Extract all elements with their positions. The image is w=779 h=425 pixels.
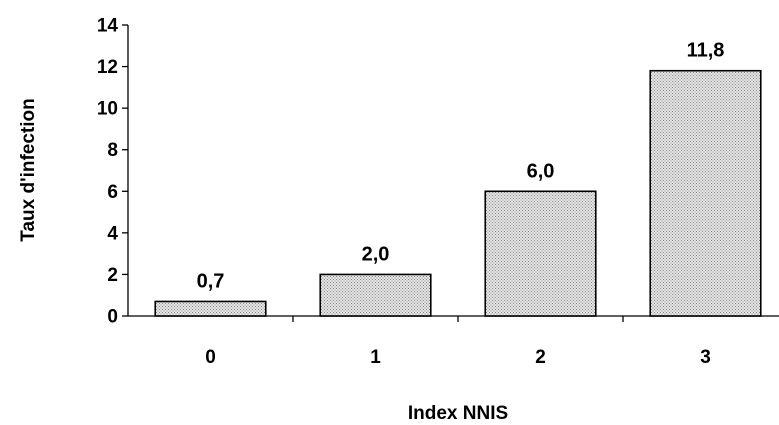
data-label: 6,0 (527, 160, 555, 182)
bar-2 (484, 190, 597, 317)
x-tick-label: 2 (535, 347, 546, 368)
y-tick-label: 12 (97, 57, 118, 78)
y-tick-label: 8 (107, 140, 118, 161)
x-axis: 0 1 2 3 (128, 315, 779, 368)
y-axis-title: Taux d'infection (18, 98, 39, 242)
data-labels: 0,7 2,0 6,0 11,8 (197, 40, 725, 293)
y-axis: 0 2 4 6 8 10 12 14 (97, 16, 129, 328)
data-label: 2,0 (362, 243, 390, 265)
bar-0 (154, 300, 267, 317)
y-tick-label: 14 (97, 16, 119, 37)
bars (154, 69, 762, 317)
x-tick-label: 1 (370, 347, 381, 368)
y-tick-label: 4 (107, 223, 118, 244)
x-axis-title: Index NNIS (408, 403, 508, 424)
y-tick-label: 6 (107, 182, 118, 203)
y-tick-label: 0 (107, 307, 118, 328)
y-tick-label: 10 (97, 99, 118, 120)
bar-1 (319, 273, 432, 317)
x-tick-label: 0 (205, 347, 216, 368)
data-label: 11,8 (687, 40, 725, 62)
y-tick-label: 2 (107, 265, 118, 286)
bar-3 (649, 69, 762, 317)
x-tick-label: 3 (700, 347, 711, 368)
data-label: 0,7 (197, 270, 225, 292)
